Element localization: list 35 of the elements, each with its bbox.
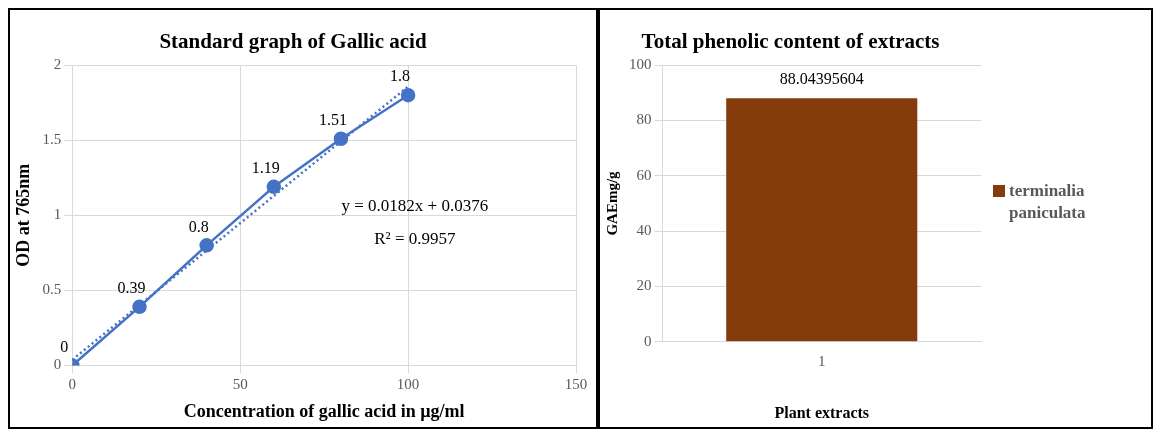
x-axis-title: Plant extracts (774, 403, 870, 421)
point (400, 87, 416, 103)
y-tick-label: 100 (629, 56, 652, 73)
point (266, 179, 282, 195)
x-tick-label: 50 (232, 376, 248, 393)
x-tick-label: 150 (564, 376, 588, 393)
data-label: 0.39 (117, 279, 146, 297)
y-tick-label: 80 (636, 111, 652, 128)
x-axis-title: Concentration of gallic acid in µg/ml (183, 400, 465, 421)
y-tick-label: 20 (636, 277, 652, 294)
data-label: 88.04395604 (779, 70, 864, 88)
x-tick-label: 0 (68, 376, 77, 393)
y-tick-label: 0 (53, 356, 62, 373)
y-tick-label: 0.5 (42, 281, 62, 298)
y-tick-label: 1.5 (42, 131, 62, 148)
y-axis-title: GAEmg/g (603, 170, 620, 236)
point (199, 238, 214, 253)
data-label: 1.51 (318, 110, 347, 128)
y-tick-label: 60 (636, 166, 652, 183)
legend-label: terminalia paniculata (1009, 180, 1087, 224)
annotation: y = 0.0182x + 0.0376 (341, 196, 489, 216)
chart-title: Standard graph of Gallic acid (159, 29, 427, 54)
y-tick-label: 40 (636, 222, 652, 239)
chart-title: Total phenolic content of extracts (641, 29, 940, 54)
y-tick-label: 0 (644, 332, 652, 349)
x-tick-label: 100 (396, 376, 420, 393)
point (333, 131, 349, 146)
y-tick-label: 2 (53, 56, 62, 73)
data-label: 1.19 (251, 158, 280, 176)
data-label: 1.8 (390, 67, 411, 85)
y-tick-label: 1 (53, 206, 62, 223)
y-axis-title: OD at 765nm (13, 163, 34, 267)
annotation: R² = 0.9957 (374, 229, 456, 249)
point (132, 299, 147, 315)
data-label: 0.8 (188, 217, 209, 235)
